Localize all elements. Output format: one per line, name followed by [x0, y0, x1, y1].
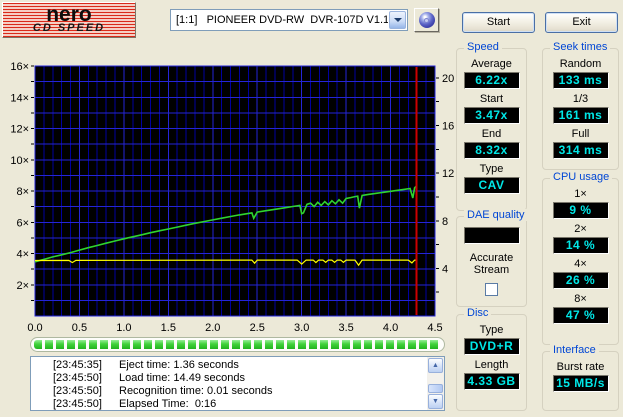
field-label: 8× [574, 293, 587, 305]
svg-text:2×: 2× [16, 280, 29, 292]
svg-text:1.0: 1.0 [116, 322, 131, 334]
svg-text:0.0: 0.0 [27, 322, 42, 334]
field-value-lcd: 4.33 GB [463, 373, 520, 390]
read-speed-curve [34, 185, 417, 263]
field-label: 1× [574, 188, 587, 200]
svg-text:8: 8 [442, 216, 448, 228]
exit-button[interactable]: Exit [545, 12, 618, 33]
drive-select-value: [1:1] PIONEER DVD-RW DVR-107D V1.10 [176, 14, 388, 26]
log-entry: [23:45:50] Load time: 14.49 seconds [53, 372, 245, 384]
svg-text:6×: 6× [16, 217, 29, 229]
svg-text:16×: 16× [10, 61, 29, 73]
field-value-lcd: 26 % [552, 272, 609, 289]
field-label: Burst rate [556, 361, 605, 373]
nero-cd-speed-logo: nero CD SPEED [2, 2, 136, 38]
cd-disc-icon [418, 12, 435, 28]
progress-bar [30, 337, 445, 352]
svg-text:12×: 12× [10, 124, 29, 136]
scroll-down-icon[interactable]: ▼ [428, 394, 443, 409]
cpu-usage-panel: CPU usage 1× 9 % 2× 14 % 4× 26 % 8× 47 % [542, 171, 619, 345]
scrollbar-thumb[interactable] [428, 384, 443, 393]
field-value-lcd: 9 % [552, 202, 609, 219]
svg-text:4.5: 4.5 [427, 322, 442, 334]
seek-times-panel-title: Seek times [550, 41, 611, 53]
svg-text:2.0: 2.0 [205, 322, 220, 334]
field-value-lcd: 3.47x [463, 107, 520, 124]
reference-speed-curve [34, 259, 417, 267]
log-entry: [23:45:35] Eject time: 1.36 seconds [53, 359, 239, 371]
disc-panel: Disc Type DVD+R Length 4.33 GB [456, 307, 527, 411]
svg-text:14×: 14× [10, 92, 29, 104]
field-value-lcd: 8.32x [463, 142, 520, 159]
field-value-lcd: 15 MB/s [552, 375, 609, 392]
svg-text:8×: 8× [16, 186, 29, 198]
interface-panel-title: Interface [550, 344, 599, 356]
svg-text:10×: 10× [10, 155, 29, 167]
field-label: Type [479, 324, 504, 336]
field-label: End [481, 128, 502, 140]
field-label: Average [471, 58, 512, 70]
svg-text:20: 20 [442, 73, 454, 85]
log-list: [23:45:35] Eject time: 1.36 seconds [23:45… [31, 357, 444, 411]
field-value-lcd: 133 ms [552, 72, 609, 89]
svg-text:4×: 4× [16, 249, 29, 261]
start-button[interactable]: Start [462, 12, 535, 33]
progress-bar-fill [34, 340, 441, 349]
speed-panel-title: Speed [464, 41, 502, 53]
chevron-down-icon [393, 18, 402, 22]
field-value-lcd: CAV [463, 177, 520, 194]
dae-quality-panel: DAE quality Accurate Stream [456, 209, 528, 307]
disc-info-button[interactable] [414, 8, 439, 32]
dropdown-arrow-button[interactable] [389, 11, 406, 29]
transfer-rate-chart: 2× 4× 6× 8× 10× 12× 14× 16× 4 8 12 16 20 0.0 0.5 1.0 1.5… [0, 38, 454, 338]
field-value-lcd: 14 % [552, 237, 609, 254]
svg-text:3.5: 3.5 [338, 322, 353, 334]
field-label: 4× [574, 258, 587, 270]
field-label: 2× [574, 223, 587, 235]
field-label: Full [571, 128, 590, 140]
disc-panel-title: Disc [464, 307, 492, 319]
accurate-stream-label: Accurate Stream [469, 252, 514, 276]
log-entry: [23:45:50] Recognition time: 0.01 seconds [53, 385, 273, 397]
svg-text:3.0: 3.0 [294, 322, 309, 334]
drive-select-dropdown[interactable]: [1:1] PIONEER DVD-RW DVR-107D V1.10 [170, 9, 408, 31]
dae-quality-panel-title: DAE quality [464, 209, 528, 221]
logo-text-cd-speed: CD SPEED [32, 22, 106, 34]
svg-text:12: 12 [442, 168, 454, 180]
svg-text:4.0: 4.0 [383, 322, 398, 334]
seek-times-panel: Seek times Random 133 ms 1/3 161 ms Full 314 … [542, 41, 619, 170]
dae-quality-value [463, 227, 520, 244]
field-label: Start [479, 93, 504, 105]
log-entry: [23:45:50] Elapsed Time: 0:16 [53, 398, 217, 410]
svg-text:4: 4 [442, 263, 448, 275]
cpu-usage-panel-title: CPU usage [550, 171, 613, 183]
field-value-lcd: 314 ms [552, 142, 609, 159]
scroll-up-icon[interactable]: ▲ [428, 358, 443, 373]
svg-text:16: 16 [442, 121, 454, 133]
field-label: 1/3 [572, 93, 589, 105]
field-value-lcd: 6.22x [463, 72, 520, 89]
field-value-lcd: 47 % [552, 307, 609, 324]
logo-text-nero: nero [46, 3, 92, 26]
field-value-lcd: DVD+R [463, 338, 520, 355]
speed-panel: Speed Average 6.22x Start 3.47x End 8.32x Type… [456, 41, 527, 211]
svg-text:2.5: 2.5 [250, 322, 265, 334]
log-listbox[interactable]: [23:45:35] Eject time: 1.36 seconds [23:45… [30, 356, 445, 411]
log-scrollbar[interactable]: ▲ ▼ [427, 357, 444, 410]
field-label: Random [559, 58, 602, 70]
interface-panel: Interface Burst rate 15 MB/s [542, 344, 619, 411]
accurate-stream-checkbox[interactable] [485, 283, 498, 296]
field-label: Length [474, 359, 509, 371]
svg-text:0.5: 0.5 [72, 322, 87, 334]
field-label: Type [479, 163, 504, 175]
svg-text:1.5: 1.5 [161, 322, 176, 334]
field-value-lcd: 161 ms [552, 107, 609, 124]
